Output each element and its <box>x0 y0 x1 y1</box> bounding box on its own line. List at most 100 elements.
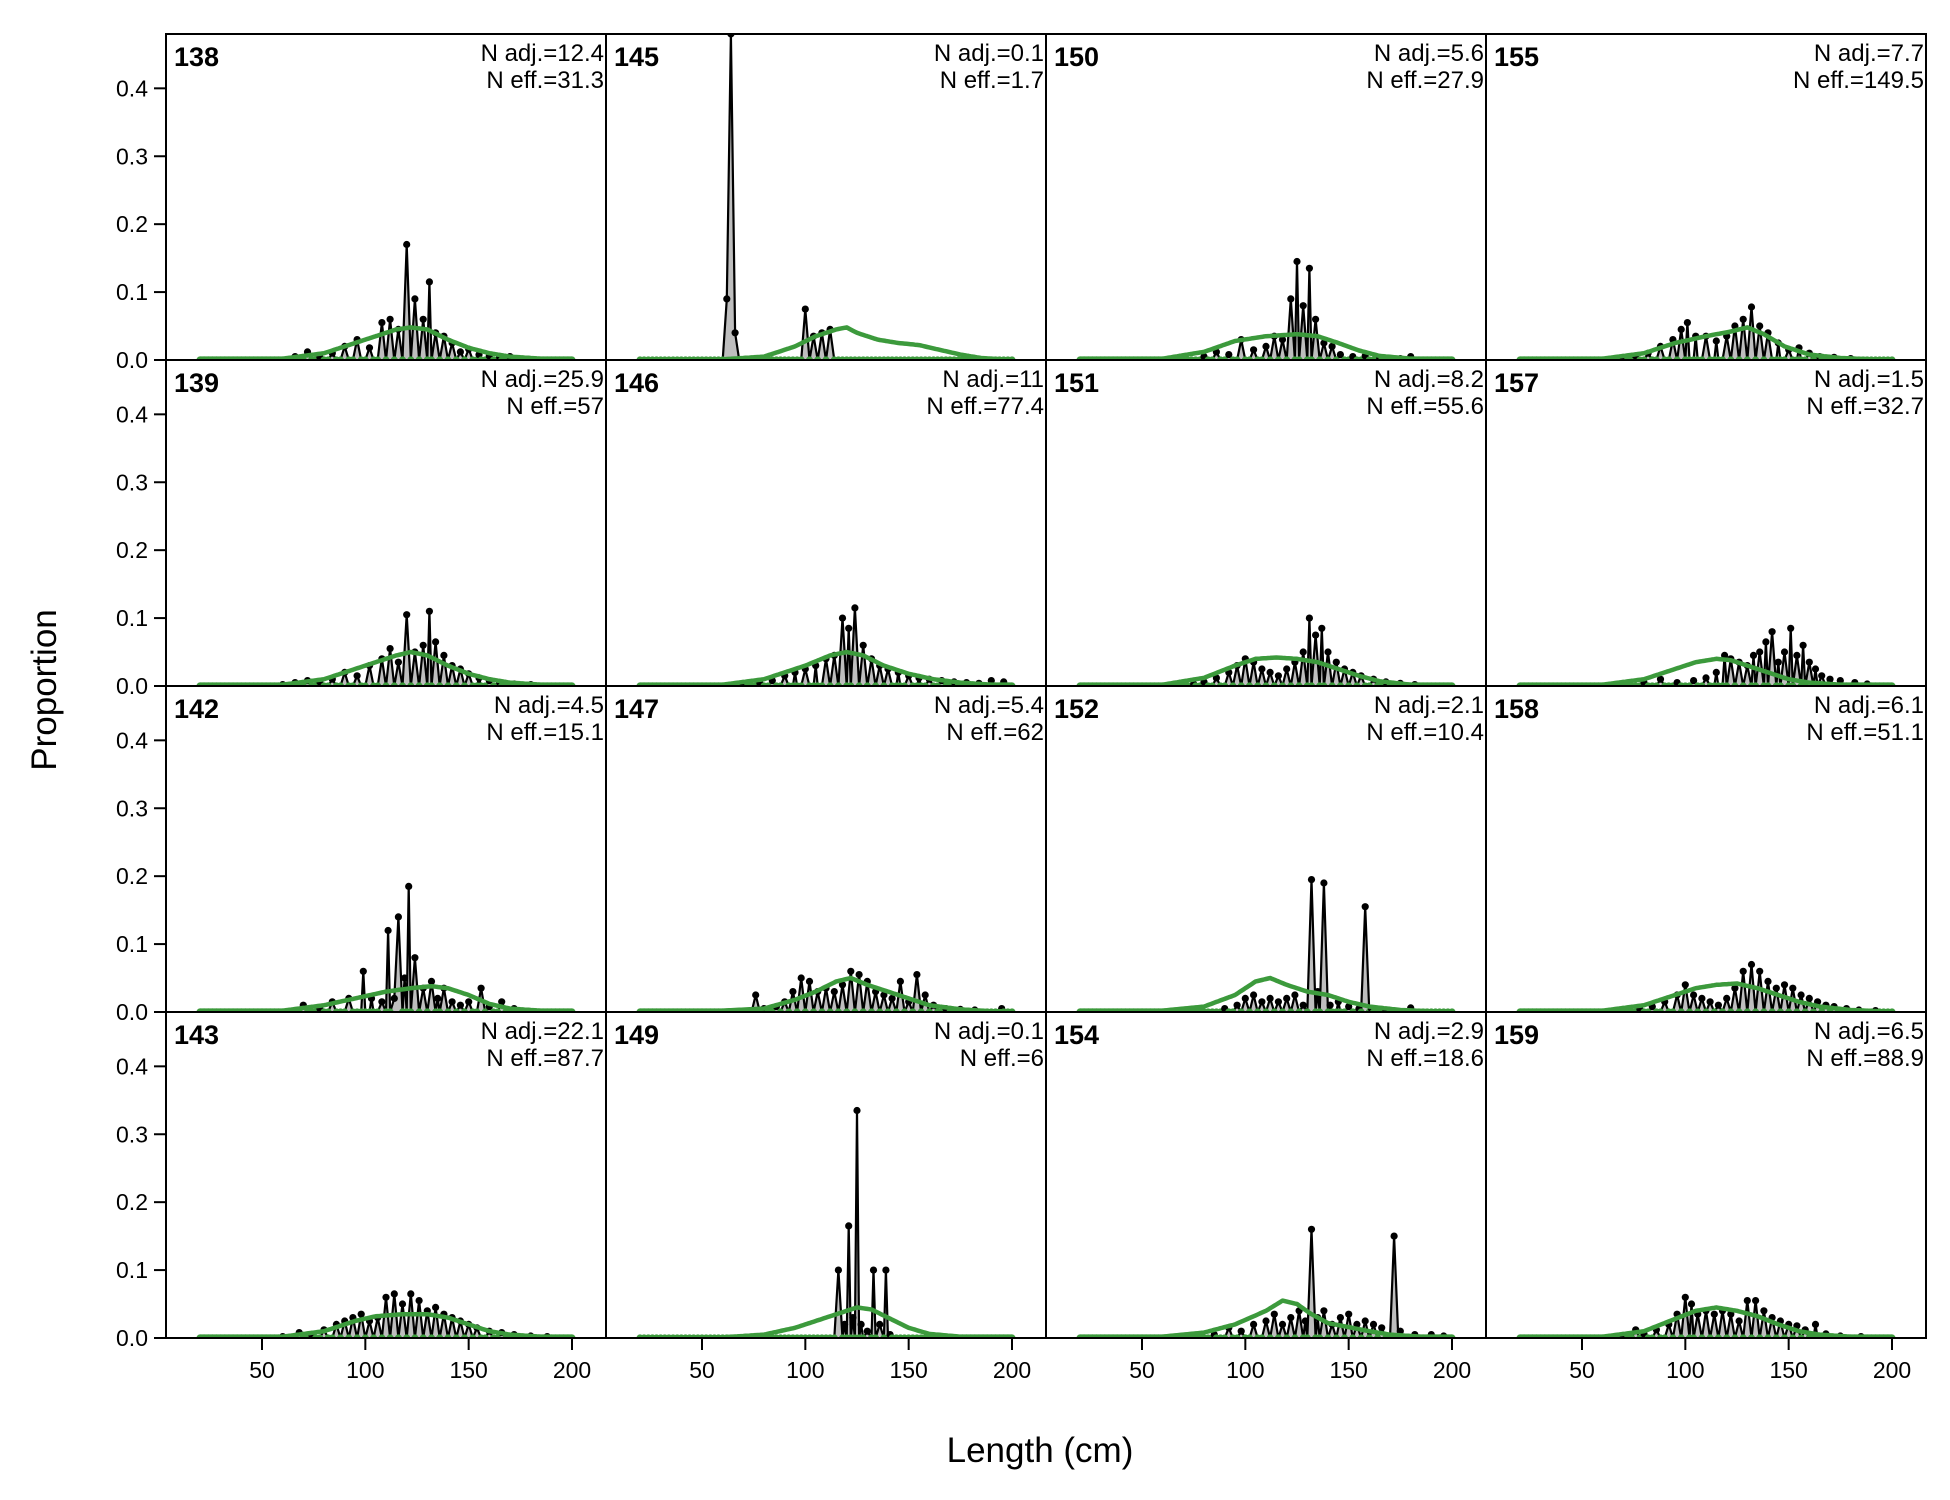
observed-point <box>1328 342 1336 350</box>
observed-point <box>1805 658 1813 666</box>
observed-point <box>1278 1320 1287 1328</box>
panel-142: 142 N adj.=4.5N eff.=15.1 <box>165 685 607 1013</box>
observed-point <box>386 645 394 653</box>
y-tick-label: 0.1 <box>116 931 148 957</box>
observed-point <box>1299 648 1307 656</box>
panel-145: 145 N adj.=0.1N eff.=1.7 <box>605 33 1047 361</box>
observed-point <box>405 882 413 891</box>
y-tick-label: 0.3 <box>116 143 148 169</box>
n-eff-label: N eff.=18.6 <box>1366 1045 1484 1072</box>
observed-point <box>425 278 433 286</box>
y-tick-label: 0.4 <box>116 727 148 753</box>
observed-point <box>1291 991 1299 999</box>
observed-point <box>1683 319 1691 327</box>
observed-area <box>1080 879 1452 1012</box>
observed-point <box>378 998 386 1006</box>
observed-area <box>200 611 572 686</box>
x-tick-label: 50 <box>689 1357 715 1383</box>
observed-point <box>888 994 896 1003</box>
observed-point <box>411 295 419 303</box>
observed-point <box>731 329 739 337</box>
observed-area <box>1520 307 1892 360</box>
observed-point <box>1710 1310 1718 1318</box>
panel-id-label: 149 <box>614 1020 659 1050</box>
observed-point <box>1250 991 1258 999</box>
panel-151: 151 N adj.=8.2N eff.=55.6 <box>1045 359 1487 687</box>
y-tick-label: 0.2 <box>116 1189 148 1215</box>
observed-point <box>1250 346 1258 354</box>
panel-138: 138 N adj.=12.4N eff.=31.3 <box>165 33 607 361</box>
observed-line <box>640 607 1012 686</box>
n-adj-label: N adj.=11 <box>942 366 1044 393</box>
n-adj-label: N adj.=0.1 <box>934 40 1044 67</box>
observed-point <box>1241 994 1249 1003</box>
observed-point <box>432 638 440 646</box>
observed-point <box>1274 672 1282 680</box>
observed-point <box>1305 614 1313 622</box>
observed-point <box>1756 967 1764 975</box>
observed-point <box>1262 342 1270 350</box>
x-tick-label: 50 <box>1569 1357 1595 1383</box>
panel-150: 150 N adj.=5.6N eff.=27.9 <box>1045 33 1487 361</box>
n-adj-label: N adj.=2.1 <box>1374 692 1484 719</box>
panel-id-label: 145 <box>614 42 659 72</box>
observed-point <box>407 1290 415 1298</box>
observed-point <box>913 971 921 979</box>
axes: 50 100 150 200 50 100 150 200 50 100 150 200 50 100 15… <box>116 75 1911 1383</box>
observed-point <box>390 1290 398 1298</box>
observed-point <box>1301 1317 1309 1325</box>
n-eff-label: N eff.=88.9 <box>1806 1045 1924 1072</box>
n-adj-label: N adj.=12.4 <box>481 40 604 67</box>
x-tick-label: 200 <box>1873 1357 1911 1383</box>
observed-point <box>1780 981 1789 989</box>
observed-point <box>425 607 433 615</box>
observed-point <box>1756 648 1764 656</box>
y-tick-label: 0.0 <box>116 347 148 373</box>
observed-point <box>805 977 814 986</box>
x-tick-label: 100 <box>1666 1357 1704 1383</box>
panel-id-label: 147 <box>614 694 659 724</box>
observed-point <box>384 926 392 935</box>
observed-point <box>1681 1293 1689 1301</box>
observed-point <box>1799 641 1807 649</box>
expected-curve <box>199 325 573 360</box>
observed-point <box>1250 1320 1258 1328</box>
n-adj-label: N adj.=1.5 <box>1814 366 1924 393</box>
observed-point <box>465 998 473 1006</box>
observed-area <box>640 607 1012 686</box>
observed-point <box>853 1106 861 1115</box>
observed-point <box>401 974 409 982</box>
observed-point <box>1258 998 1266 1006</box>
expected-curve <box>1519 325 1893 360</box>
y-tick-label: 0.1 <box>116 1257 148 1283</box>
observed-point <box>1772 984 1780 992</box>
observed-point <box>1345 1310 1353 1318</box>
observed-point <box>1361 1317 1369 1325</box>
observed-point <box>797 974 805 982</box>
x-tick-label: 50 <box>1129 1357 1155 1383</box>
observed-point <box>1266 668 1274 677</box>
x-tick-label: 200 <box>553 1357 591 1383</box>
observed-point <box>857 1320 865 1328</box>
x-tick-label: 200 <box>993 1357 1031 1383</box>
n-adj-label: N adj.=6.5 <box>1814 1018 1924 1045</box>
observed-point <box>1731 984 1739 992</box>
observed-point <box>1299 302 1307 310</box>
observed-point <box>1312 315 1320 323</box>
panel-id-label: 152 <box>1054 694 1099 724</box>
observed-point <box>1336 1314 1344 1322</box>
observed-point <box>1712 668 1720 677</box>
observed-line <box>1080 879 1452 1012</box>
observed-point <box>1780 648 1789 656</box>
panel-157: 157 N adj.=1.5N eff.=32.7 <box>1485 359 1927 687</box>
observed-point <box>1787 624 1795 632</box>
x-tick-label: 150 <box>1769 1357 1807 1383</box>
observed-point <box>1324 648 1332 656</box>
observed-point <box>1747 960 1756 969</box>
panel-146: 146 N adj.=11N eff.=77.4 <box>605 359 1047 687</box>
x-tick-label: 100 <box>786 1357 824 1383</box>
n-eff-label: N eff.=77.4 <box>926 393 1044 420</box>
observed-point <box>1764 977 1772 986</box>
observed-point <box>359 967 367 975</box>
x-tick-label: 100 <box>346 1357 384 1383</box>
